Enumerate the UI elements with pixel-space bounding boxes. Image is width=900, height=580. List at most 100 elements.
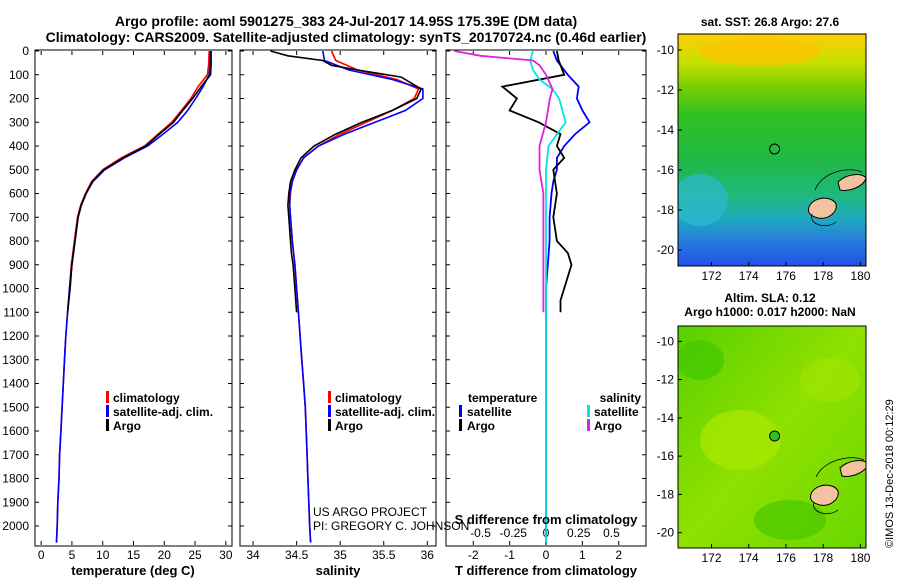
series-satellite-adj-clim (55, 50, 212, 543)
depth-tick-label: 100 (9, 68, 29, 82)
legend-t-satellite-label: satellite (467, 405, 512, 419)
x-tick-label: 30 (219, 548, 233, 562)
depth-tick-label: 1700 (2, 448, 29, 462)
sla-map-title2: Argo h1000: 0.017 h2000: NaN (684, 305, 855, 319)
sla-map-frame (677, 325, 867, 549)
sla-low-patch (678, 340, 724, 380)
sst-cool-patch (678, 174, 728, 226)
legend-temperature-header: temperature (468, 391, 538, 405)
x-tick-label: 25 (188, 548, 202, 562)
imos-footer: ©IMOS 13-Dec-2018 00:12:29 (884, 399, 896, 548)
legend-s-argo-swatch (587, 419, 590, 431)
fiji-islands-north (839, 460, 866, 477)
series-argo (270, 50, 423, 313)
lon-tick-label: 174 (739, 551, 759, 565)
depth-axis: 0 100 200 300 400 500 600 700 800 900 1000 1100 1200… (2, 44, 646, 533)
depth-tick-label: 1800 (2, 472, 29, 486)
x-tick-label: 35.5 (372, 548, 396, 562)
header-line2: Climatology: CARS2009. Satellite-adjuste… (46, 29, 647, 45)
sla-low-patch-2 (754, 500, 826, 540)
fiji-islands (807, 197, 837, 219)
lon-tick-label: 180 (850, 551, 870, 565)
x-tick-label: 5 (69, 548, 76, 562)
depth-tick-label: 900 (9, 258, 29, 272)
series-salinity-satellite (529, 50, 567, 543)
temperature-panel-frame (34, 49, 233, 547)
lat-tick-label: -18 (657, 203, 675, 217)
legend-argo-swatch (106, 419, 109, 431)
lon-tick-label: 174 (739, 269, 759, 283)
depth-tick-label: 200 (9, 92, 29, 106)
series-climatology (55, 50, 210, 543)
depth-tick-label: 500 (9, 163, 29, 177)
depth-tick-label: 2000 (2, 519, 29, 533)
depth-tick-label: 600 (9, 187, 29, 201)
x-tick-label: 1 (579, 548, 586, 562)
lon-tick-label: 172 (701, 269, 721, 283)
s-diff-tick-label: -0.25 (500, 526, 528, 540)
series-salinity-argo (454, 50, 554, 313)
legend-salinity-header: salinity (600, 391, 642, 405)
series-temperature-argo (500, 50, 573, 313)
depth-tick-label: 1600 (2, 424, 29, 438)
salinity-axis-label: salinity (316, 563, 362, 578)
depth-tick-label: 800 (9, 234, 29, 248)
depth-tick-label: 700 (9, 210, 29, 224)
legend-t-argo-swatch (459, 419, 462, 431)
argo-float-marker (769, 143, 781, 155)
salinity-panel: 34 34.5 35 35.5 36 (246, 50, 434, 562)
series-temperature-satellite (545, 50, 591, 543)
sla-map-axes: -10 -12 -14 -16 -18 -20 172 174 176 178 180 (657, 334, 871, 565)
s-difference-axis-label: S difference from climatology (455, 512, 639, 527)
x-tick-label: 35 (333, 548, 347, 562)
difference-panel-frame (445, 49, 647, 547)
sst-map-frame (677, 33, 867, 267)
depth-tick-label: 1900 (2, 495, 29, 509)
legend-argo-label: Argo (335, 419, 363, 433)
t-difference-axis-label: T difference from climatology (455, 563, 638, 578)
lon-tick-label: 176 (776, 269, 796, 283)
x-tick-label: 20 (158, 548, 172, 562)
sst-map-title: sat. SST: 26.8 Argo: 27.6 (701, 15, 840, 29)
lat-tick-label: -14 (657, 123, 675, 137)
depth-tick-label: 300 (9, 115, 29, 129)
depth-tick-label: 1100 (3, 305, 29, 319)
legend-argo-label: Argo (113, 419, 141, 433)
legend-climatology-label: climatology (113, 391, 180, 405)
lat-tick-label: -10 (657, 43, 675, 57)
difference-legend: temperature salinity satellite Argo sate… (459, 391, 641, 433)
legend-climatology-swatch (106, 391, 109, 403)
legend-satellite-label: satellite-adj. clim. (335, 405, 435, 419)
legend-satellite-label: satellite-adj. clim. (113, 405, 213, 419)
depth-tick-label: 1400 (2, 377, 29, 391)
depth-tick-label: 1500 (2, 400, 29, 414)
salinity-legend: climatology satellite-adj. clim. Argo (328, 391, 435, 433)
sst-map-axes: -10 -12 -14 -16 -18 -20 172 174 176 178 180 (657, 43, 871, 283)
x-tick-label: 15 (127, 548, 141, 562)
s-diff-tick-label: -0.5 (470, 526, 491, 540)
legend-s-satellite-swatch (587, 405, 590, 417)
s-diff-tick-label: 0.25 (567, 526, 591, 540)
legend-s-argo-label: Argo (594, 419, 622, 433)
depth-tick-label: 1200 (2, 329, 29, 343)
lat-tick-label: -12 (657, 83, 675, 97)
lat-tick-label: -18 (657, 487, 675, 501)
fiji-reef (811, 169, 863, 227)
legend-climatology-swatch (328, 391, 331, 403)
sla-high-patch-2 (800, 358, 860, 402)
sst-warm-patch (700, 38, 820, 66)
x-tick-label: 10 (96, 548, 110, 562)
temperature-panel: 0 5 10 15 20 25 30 (38, 50, 233, 562)
series-satellite-adj-clim (288, 50, 424, 543)
depth-tick-label: 400 (9, 139, 29, 153)
header-line1: Argo profile: aoml 5901275_383 24-Jul-20… (115, 13, 577, 29)
lon-tick-label: 172 (701, 551, 721, 565)
legend-climatology-label: climatology (335, 391, 402, 405)
lat-tick-label: -10 (657, 334, 675, 348)
series-climatology (288, 50, 420, 543)
x-tick-label: -2 (468, 548, 479, 562)
x-tick-label: 2 (615, 548, 622, 562)
sst-field (678, 34, 866, 266)
legend-argo-swatch (328, 419, 331, 431)
